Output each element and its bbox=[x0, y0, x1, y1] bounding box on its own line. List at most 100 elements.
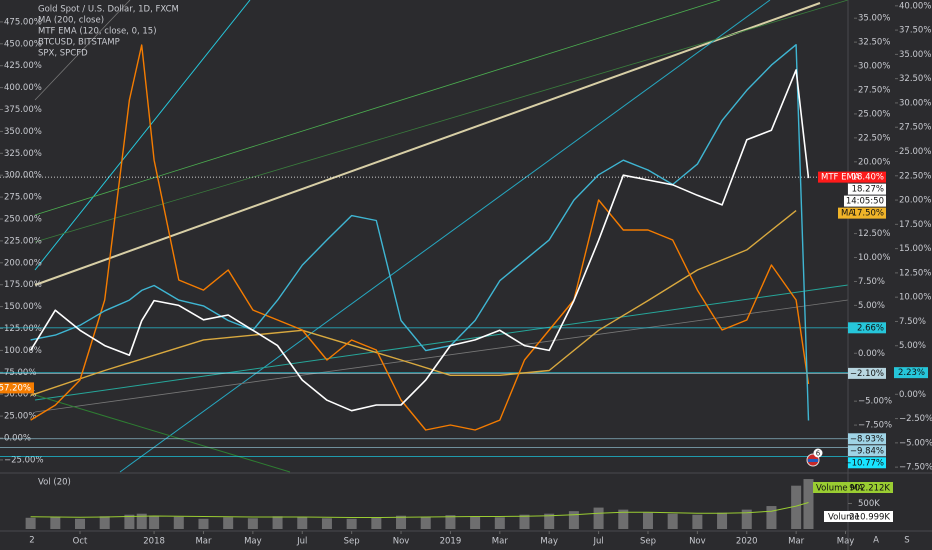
level-label-box bbox=[848, 445, 886, 457]
volume-bar bbox=[173, 516, 184, 529]
volume-bar bbox=[149, 515, 160, 529]
y-tick-label: 10.00% bbox=[858, 253, 890, 263]
volume-bar bbox=[346, 518, 357, 529]
volume-bar bbox=[99, 516, 110, 529]
corner-label: 2 bbox=[29, 536, 34, 546]
y-tick-label: 425.00% bbox=[4, 61, 42, 71]
volume-bar bbox=[692, 514, 703, 529]
y-tick-label: −2.50% bbox=[899, 414, 932, 424]
volume-ma-value: 902.212K bbox=[849, 484, 890, 494]
y-tick-label: 20.00% bbox=[858, 157, 890, 167]
scale-button[interactable]: S bbox=[904, 536, 909, 546]
x-tick-label: Jul bbox=[296, 537, 307, 547]
volume-bar bbox=[25, 517, 36, 529]
volume-title: Vol (20) bbox=[38, 478, 71, 488]
y-tick-label: 35.00% bbox=[899, 50, 931, 60]
y-tick-label: 15.00% bbox=[899, 244, 931, 254]
level-label-box bbox=[894, 367, 928, 379]
volume-bar bbox=[50, 516, 61, 529]
x-tick-label: Mar bbox=[195, 537, 212, 547]
y-tick-label: 450.00% bbox=[4, 39, 42, 49]
ma-box bbox=[838, 207, 886, 219]
level-label-box bbox=[848, 322, 886, 334]
volume-bar bbox=[198, 518, 209, 529]
volume-bar bbox=[618, 509, 629, 529]
mtf-ema-box bbox=[818, 171, 886, 183]
x-tick-label: 2020 bbox=[736, 537, 758, 547]
y-tick-label: 225.00% bbox=[4, 236, 42, 246]
level-label-box bbox=[848, 367, 886, 379]
trend-line bbox=[34, 0, 251, 271]
x-tick-label: 2018 bbox=[143, 537, 165, 547]
volume-bar bbox=[124, 514, 135, 529]
x-tick-label: Oct bbox=[73, 537, 88, 547]
volume-bar bbox=[420, 516, 431, 529]
event-badge bbox=[813, 448, 823, 458]
x-tick-label: Sep bbox=[640, 537, 656, 547]
volume-bar bbox=[75, 518, 86, 529]
x-tick-label: May bbox=[837, 537, 855, 547]
volume-bar bbox=[272, 516, 283, 529]
volume-box bbox=[824, 511, 893, 522]
y-tick-label: −7.50% bbox=[899, 463, 932, 473]
volume-value: 210.999K bbox=[849, 513, 890, 523]
level-label: −10.77% bbox=[844, 458, 884, 468]
y-tick-label: 22.50% bbox=[858, 133, 890, 143]
countdown-label: 14:05:50 bbox=[846, 197, 884, 207]
mtf-ema-value: 18.40% bbox=[852, 173, 884, 183]
volume-bar bbox=[717, 512, 728, 529]
x-tick-label: Mar bbox=[492, 537, 509, 547]
y-tick-label: 30.00% bbox=[858, 62, 890, 72]
series-line bbox=[30, 44, 810, 421]
btc-last-label-box bbox=[0, 382, 34, 394]
y-tick-label: 32.50% bbox=[858, 38, 890, 48]
x-tick-label: Nov bbox=[689, 537, 706, 547]
y-tick-label: −5.00% bbox=[899, 438, 932, 448]
y-tick-label: 350.00% bbox=[4, 127, 42, 137]
y-tick-label: 12.50% bbox=[858, 229, 890, 239]
last-price-label-box bbox=[848, 183, 886, 195]
x-tick-label: Sep bbox=[344, 537, 360, 547]
volume-bar bbox=[396, 515, 407, 529]
y-tick-label: 30.00% bbox=[899, 98, 931, 108]
auto-button[interactable]: A bbox=[873, 536, 879, 546]
volume-ma-label: Volume MA bbox=[816, 484, 864, 494]
volume-label: Volume bbox=[828, 513, 860, 523]
volume-bar bbox=[519, 514, 530, 529]
drawings bbox=[34, 0, 849, 473]
level-label: −2.10% bbox=[850, 369, 884, 379]
trend-line bbox=[34, 284, 849, 401]
y-tick-label: 250.00% bbox=[4, 215, 42, 225]
level-label: −8.93% bbox=[850, 434, 884, 444]
y-tick-label: 27.50% bbox=[899, 123, 931, 133]
trend-line bbox=[34, 0, 849, 243]
y-tick-label: 400.00% bbox=[4, 83, 42, 93]
volume-bar bbox=[371, 517, 382, 529]
trend-line bbox=[34, 0, 721, 216]
legend: Gold Spot / U.S. Dollar, 1D, FXCM MA (20… bbox=[38, 5, 179, 59]
trend-line bbox=[34, 0, 131, 101]
y-tick-label: 0.00% bbox=[858, 349, 885, 359]
trend-line bbox=[34, 299, 849, 413]
series-line bbox=[30, 44, 810, 431]
y-tick-label: 275.00% bbox=[4, 193, 42, 203]
volume-bar bbox=[791, 485, 802, 529]
x-tick-label: May bbox=[540, 537, 558, 547]
x-tick-label: Mar bbox=[788, 537, 805, 547]
y-tick-label: 32.50% bbox=[899, 74, 931, 84]
y-tick-label: 17.50% bbox=[899, 220, 931, 230]
y-tick-label: 7.50% bbox=[858, 277, 885, 287]
volume-bar bbox=[223, 517, 234, 529]
volume-bar bbox=[247, 518, 258, 529]
volume-bar bbox=[445, 515, 456, 529]
legend-title: Gold Spot / U.S. Dollar, 1D, FXCM bbox=[38, 5, 179, 15]
y-tick-label: 475.00% bbox=[4, 17, 42, 27]
volume-bar bbox=[544, 513, 555, 529]
legend-item: MTF EMA (120, close, 0, 15) bbox=[38, 27, 157, 37]
volume-bar bbox=[494, 517, 505, 529]
level-label-box bbox=[848, 457, 886, 469]
volume-bar bbox=[297, 517, 308, 529]
y-tick-label: 5.00% bbox=[858, 301, 885, 311]
y-tick-label: 200.00% bbox=[4, 258, 42, 268]
